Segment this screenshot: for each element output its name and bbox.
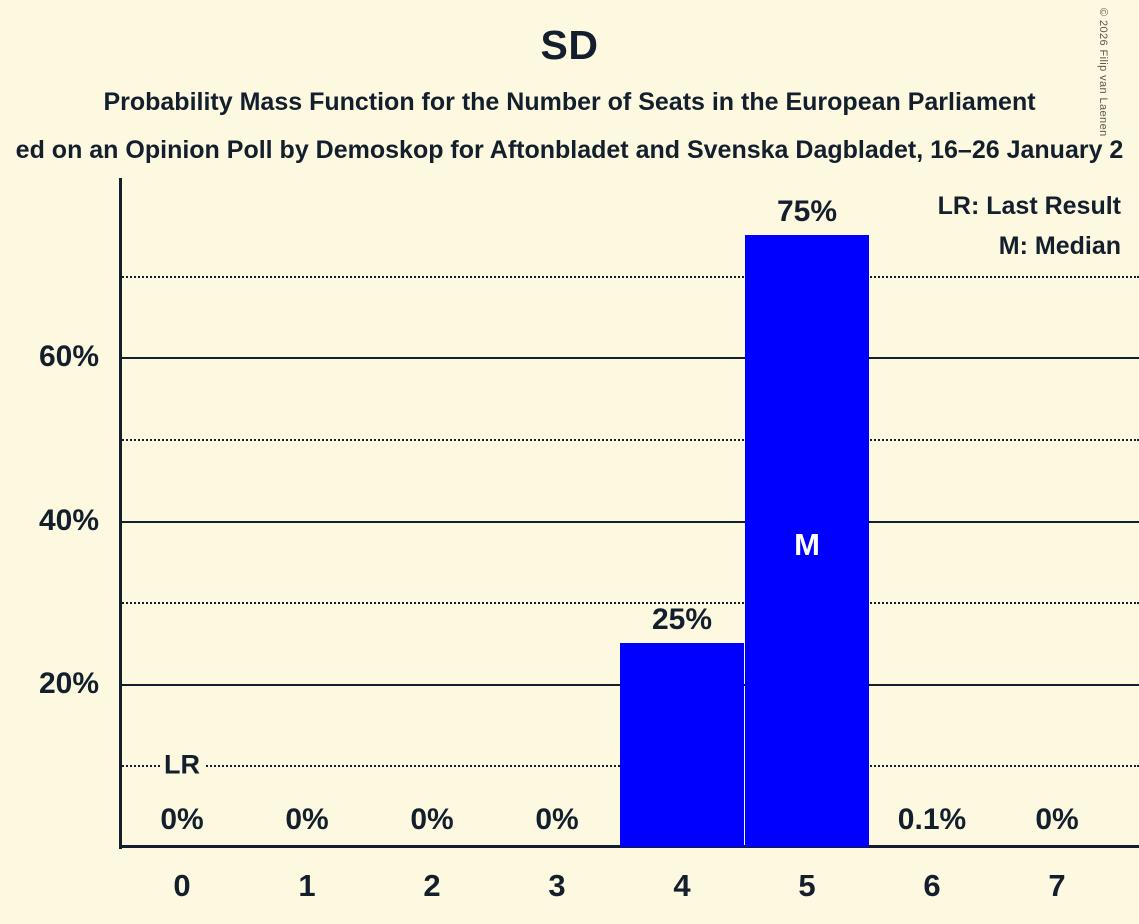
y-axis-tick-label: 60% — [38, 340, 99, 374]
x-axis-tick-label: 5 — [798, 868, 816, 903]
legend-entry: M: Median — [998, 232, 1121, 260]
bar — [620, 643, 744, 847]
gridline-minor — [119, 602, 1139, 605]
x-axis-tick-label: 3 — [548, 868, 566, 903]
bar-value-label: 0.1% — [897, 803, 967, 836]
copyright-notice: © 2026 Filip van Laenen — [1097, 8, 1109, 137]
x-axis-tick-label: 7 — [1048, 868, 1066, 903]
gridline-minor — [119, 439, 1139, 442]
y-axis-line — [119, 178, 122, 849]
y-axis-tick-label: 40% — [38, 503, 99, 537]
legend-entry: LR: Last Result — [937, 192, 1121, 220]
last-result-marker: LR — [160, 749, 204, 781]
chart-title: SD — [540, 22, 599, 68]
bar-value-label: 0% — [1035, 803, 1079, 836]
bar-value-label: 0% — [410, 803, 454, 836]
bar-value-label: 0% — [535, 803, 579, 836]
chart-subtitle: Probability Mass Function for the Number… — [103, 88, 1036, 116]
x-axis-tick-label: 2 — [423, 868, 441, 903]
bar-value-label: 0% — [160, 803, 204, 836]
bar-value-label: 25% — [651, 603, 713, 637]
median-marker: M — [794, 527, 820, 563]
x-axis-tick-label: 1 — [298, 868, 316, 903]
bar — [745, 235, 869, 847]
gridline-major — [119, 357, 1139, 360]
bar-value-label: 75% — [776, 195, 838, 229]
y-axis-tick-label: 20% — [38, 666, 99, 700]
plot-area: 20% 40% 60% 0% 0% 0% 0% 25% 75% 0.1% 0% LR M — [39, 178, 1139, 847]
chart-source-line: ed on an Opinion Poll by Demoskop for Af… — [15, 136, 1124, 164]
bar-value-label: 0% — [285, 803, 329, 836]
x-axis-tick-label: 4 — [673, 868, 691, 903]
x-axis-tick-label: 6 — [923, 868, 941, 903]
gridline-major — [119, 520, 1139, 523]
chart-legend: LR: Last Result M: Median — [938, 186, 1121, 266]
gridline-minor — [119, 275, 1139, 278]
x-axis-tick-label: 0 — [173, 868, 191, 903]
